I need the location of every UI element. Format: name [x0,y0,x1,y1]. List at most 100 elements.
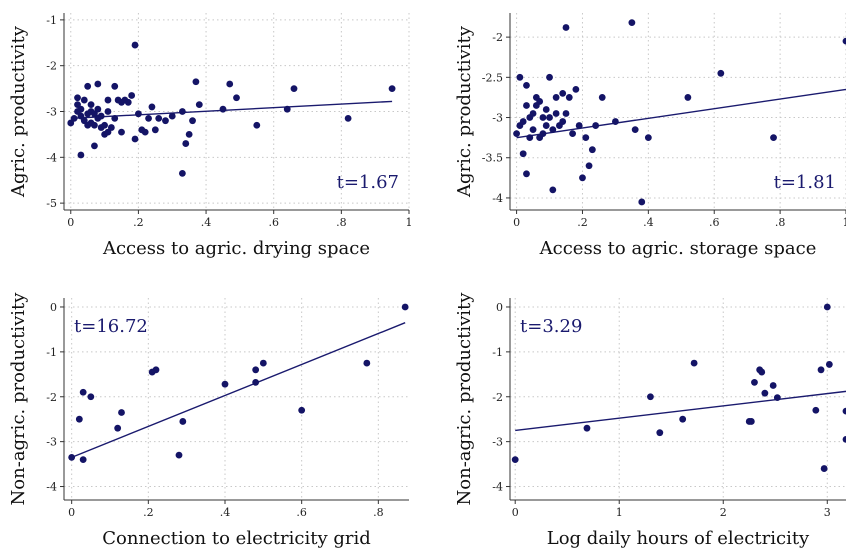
y-tick-label: -2 [46,391,57,404]
y-tick-label: -3 [492,436,503,449]
data-point [562,110,570,117]
data-point [583,424,591,432]
data-point [290,85,298,92]
data-point [124,98,132,106]
data-point [523,170,530,178]
data-point [542,122,550,129]
data-point [758,368,766,376]
data-point [195,101,203,109]
data-point [118,409,125,416]
x-tick-label: .6 [709,216,720,229]
data-point [128,92,136,99]
x-tick-label: 3 [824,506,831,519]
data-point [598,94,606,101]
data-point [152,366,160,374]
data-point [747,418,755,425]
data-point [638,198,646,206]
data-point [91,142,98,150]
data-point [192,78,200,86]
data-point [185,131,193,138]
data-point [70,114,78,122]
x-tick-label: .2 [133,216,144,229]
data-point [552,110,560,117]
data-point [761,389,769,397]
fit-line [515,390,846,432]
data-point [690,359,698,367]
scatter-panel-4: 0 1 2 3 -4 -3 -2 -1 0 Log daily hours of electric… [454,292,846,549]
y-tick-label: -3.5 [482,152,503,165]
data-point [546,114,553,121]
data-point [388,85,396,92]
data-point [101,121,108,129]
data-point [114,424,122,432]
t-statistic-label: t=3.29 [520,316,582,337]
data-point [111,82,119,90]
data-point [259,359,267,367]
data-point [529,126,537,133]
data-point [145,114,152,122]
y-tick-label: -4 [46,481,57,494]
data-point [519,150,527,158]
data-point [717,69,725,77]
x-axis-label: Connection to electricity grid [102,528,371,549]
scatter-panel-3: 0 .2 .4 .6 .8 -4 -3 -2 -1 0 Connection to electric… [8,292,409,549]
y-tick-label: -2 [46,60,57,73]
y-tick-label: -5 [46,197,57,210]
data-point [79,388,87,396]
data-point [135,110,142,118]
data-point [647,393,654,401]
data-point [182,140,190,147]
scatter-panel-1: 0 .2 .4 .6 .8 1 -5 -4 -3 -2 -1 Access to agric. dry… [8,13,413,259]
y-tick-label: -4 [492,481,503,494]
data-point [562,24,570,31]
data-point [579,174,586,182]
data-point [656,429,664,437]
data-point [131,41,139,49]
x-tick-label: .8 [336,216,347,229]
data-point [131,135,139,143]
y-tick-label: 0 [50,301,57,314]
y-axis-label: Non-agric. productivity [8,292,29,506]
data-point [363,359,371,367]
x-tick-label: .4 [643,216,654,229]
x-tick-label: 1 [616,506,623,519]
x-tick-label: .2 [143,506,154,519]
y-tick-label: -4 [492,192,503,205]
x-tick-label: 0 [513,216,520,229]
data-point [511,456,519,463]
data-point [179,418,187,425]
y-tick-label: -3 [492,112,503,125]
data-point [178,169,186,177]
data-point [75,415,83,423]
data-point [77,105,85,113]
x-tick-label: 2 [720,506,727,519]
data-point [569,130,576,138]
data-point [552,94,560,101]
data-point [542,106,550,113]
data-point [684,94,692,101]
data-point [565,94,573,101]
data-point [842,407,846,415]
data-point [631,126,639,133]
data-point [516,73,524,81]
data-point [644,134,652,142]
data-point [253,121,261,129]
x-tick-label: 1 [843,216,846,229]
data-point [679,415,687,423]
t-statistic-label: t=1.81 [774,172,836,193]
fit-line [70,100,393,120]
data-point [221,380,229,388]
data-point [519,118,527,125]
y-tick-label: -3 [46,106,57,119]
data-point [80,96,88,104]
data-point [118,128,125,136]
data-point [178,108,186,115]
data-point [588,146,596,154]
x-tick-label: 0 [68,506,75,519]
data-point [825,361,833,368]
data-point [175,451,183,459]
data-point [107,124,115,131]
y-axis-label: Agric. productivity [8,25,29,198]
data-point [226,80,234,88]
